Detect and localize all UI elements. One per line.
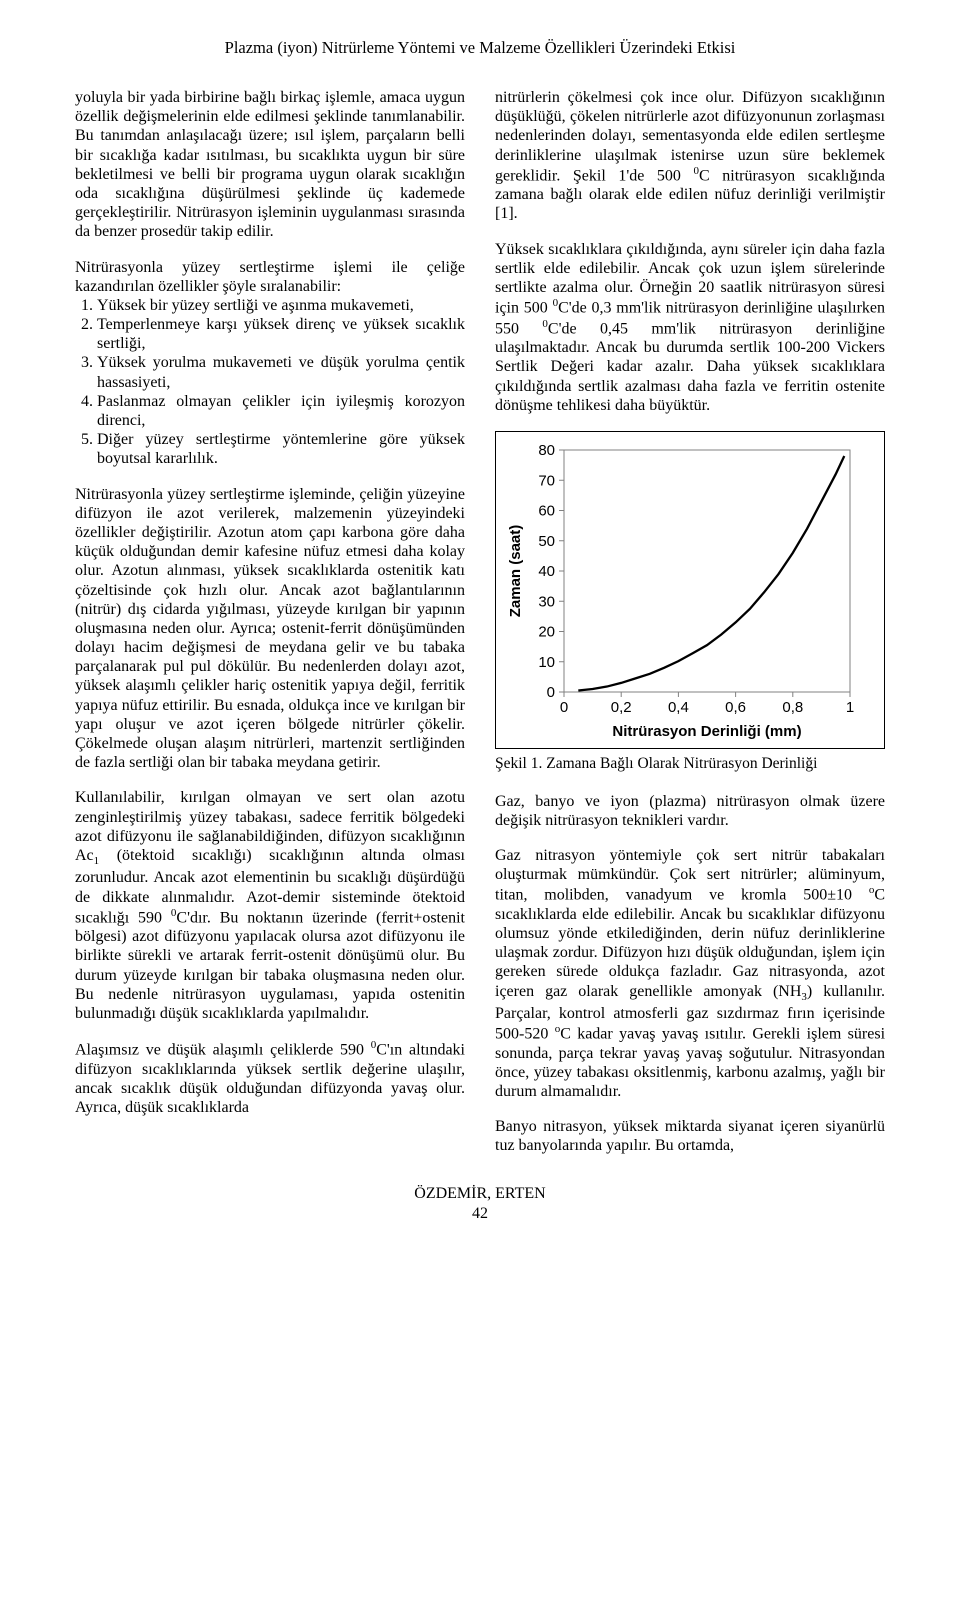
page-running-header: Plazma (iyon) Nitrürleme Yöntemi ve Malz… [75, 38, 885, 58]
chart-container: 0 10 20 30 40 50 60 70 80 0 0,2 0,4 0,6 0,8 1 Nitrürasy… [495, 431, 885, 749]
svg-text:60: 60 [538, 502, 555, 519]
left-paragraph-4: Kullanılabilir, kırılgan olmayan ve sert… [75, 788, 465, 1023]
left-paragraph-1: yoluyla bir yada birbirine bağlı birkaç … [75, 88, 465, 242]
right-paragraph-5: Banyo nitrasyon, yüksek miktarda siyanat… [495, 1117, 885, 1155]
footer-author: ÖZDEMİR, ERTEN [75, 1184, 885, 1204]
svg-text:30: 30 [538, 593, 555, 610]
right-paragraph-4: Gaz nitrasyon yöntemiyle çok sert nitrür… [495, 846, 885, 1101]
svg-text:0: 0 [560, 699, 568, 716]
left-column: yoluyla bir yada birbirine bağlı birkaç … [75, 88, 465, 1156]
right-paragraph-2: Yüksek sıcaklıklara çıkıldığında, aynı s… [495, 240, 885, 415]
properties-list: Yüksek bir yüzey sertliği ve aşınma muka… [75, 296, 465, 469]
svg-text:0,6: 0,6 [725, 699, 746, 716]
list-item: Yüksek bir yüzey sertliği ve aşınma muka… [97, 296, 465, 315]
two-column-layout: yoluyla bir yada birbirine bağlı birkaç … [75, 88, 885, 1156]
svg-text:0,2: 0,2 [611, 699, 632, 716]
svg-text:80: 80 [538, 442, 555, 459]
text-run: Alaşımsız ve düşük alaşımlı çeliklerde 5… [75, 1041, 371, 1058]
left-paragraph-5: Alaşımsız ve düşük alaşımlı çeliklerde 5… [75, 1039, 465, 1117]
list-item: Paslanmaz olmayan çelikler için iyileşmi… [97, 392, 465, 430]
right-paragraph-1: nitrürlerin çökelmesi çok ince olur. Dif… [495, 88, 885, 224]
svg-text:20: 20 [538, 623, 555, 640]
text-run: Gaz nitrasyon yöntemiyle çok sert nitrür… [495, 847, 885, 904]
left-paragraph-2-intro: Nitrürasyonla yüzey sertleştirme işlemi … [75, 258, 465, 296]
right-column: nitrürlerin çökelmesi çok ince olur. Dif… [495, 88, 885, 1156]
svg-text:0: 0 [547, 684, 555, 701]
svg-text:10: 10 [538, 654, 555, 671]
right-paragraph-3: Gaz, banyo ve iyon (plazma) nitrürasyon … [495, 792, 885, 830]
chart-caption: Şekil 1. Zamana Bağlı Olarak Nitrürasyon… [495, 755, 885, 774]
svg-text:40: 40 [538, 563, 555, 580]
list-item: Yüksek yorulma mukavemeti ve düşük yorul… [97, 353, 465, 391]
page-footer: ÖZDEMİR, ERTEN 42 [75, 1184, 885, 1224]
left-paragraph-3: Nitrürasyonla yüzey sertleştirme işlemin… [75, 485, 465, 773]
svg-text:1: 1 [846, 699, 854, 716]
svg-text:0,4: 0,4 [668, 699, 689, 716]
footer-page-number: 42 [75, 1204, 885, 1224]
list-item: Temperlenmeye karşı yüksek direnç ve yük… [97, 315, 465, 353]
svg-text:70: 70 [538, 472, 555, 489]
text-run: C'de 0,45 mm'lik nitrürasyon derinliğine… [495, 320, 885, 414]
svg-text:0,8: 0,8 [782, 699, 803, 716]
svg-text:Zaman (saat): Zaman (saat) [507, 525, 524, 618]
list-item: Diğer yüzey sertleştirme yöntemlerine gö… [97, 430, 465, 468]
svg-text:Nitrürasyon Derinliği (mm): Nitrürasyon Derinliği (mm) [612, 723, 801, 740]
svg-text:50: 50 [538, 533, 555, 550]
line-chart: 0 10 20 30 40 50 60 70 80 0 0,2 0,4 0,6 0,8 1 Nitrürasy… [502, 442, 862, 742]
